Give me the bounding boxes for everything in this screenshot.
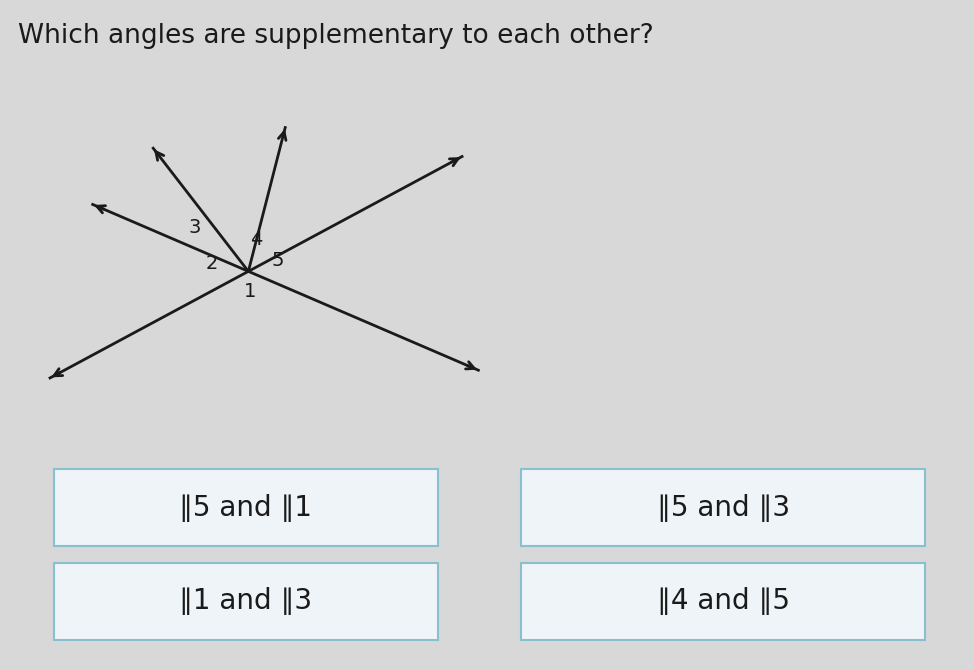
Text: 3: 3 — [189, 218, 201, 237]
FancyBboxPatch shape — [54, 469, 438, 546]
Text: 5: 5 — [272, 251, 283, 270]
FancyBboxPatch shape — [521, 563, 925, 640]
Text: ∥1 and ∥3: ∥1 and ∥3 — [179, 588, 313, 615]
FancyBboxPatch shape — [54, 563, 438, 640]
Text: Which angles are supplementary to each other?: Which angles are supplementary to each o… — [18, 23, 654, 50]
Text: ∥5 and ∥3: ∥5 and ∥3 — [656, 494, 790, 521]
Text: 2: 2 — [206, 254, 217, 273]
Text: 4: 4 — [250, 230, 262, 249]
Text: ∥5 and ∥1: ∥5 and ∥1 — [179, 494, 313, 521]
Text: 1: 1 — [244, 282, 256, 301]
Text: ∥4 and ∥5: ∥4 and ∥5 — [656, 588, 790, 615]
FancyBboxPatch shape — [521, 469, 925, 546]
